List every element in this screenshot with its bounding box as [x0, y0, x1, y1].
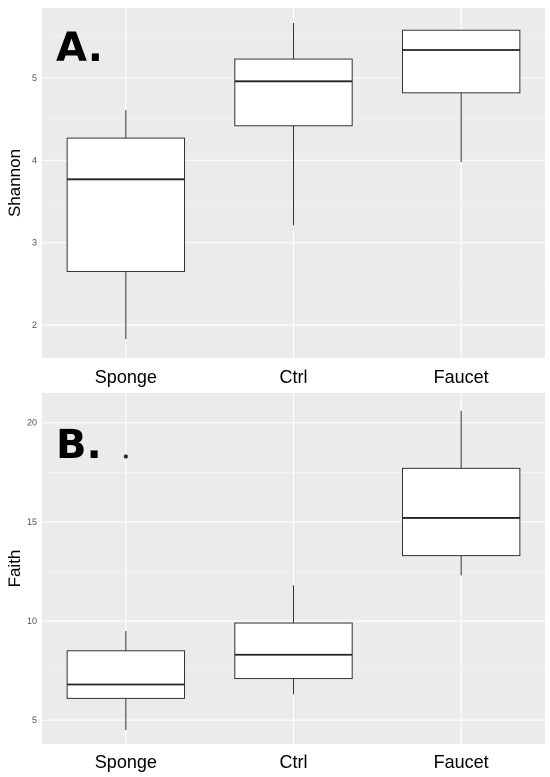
iqr-box — [66, 650, 186, 699]
x-tick-label: Sponge — [95, 752, 157, 772]
panel-label: A. — [56, 25, 103, 71]
box-sponge — [66, 454, 186, 731]
y-tick-label: 20 — [27, 418, 37, 428]
y-axis-title: Faith — [5, 550, 24, 588]
box-faucet — [401, 410, 521, 576]
y-tick-label: 5 — [32, 715, 37, 725]
x-tick-label: Sponge — [95, 367, 157, 387]
iqr-box — [401, 467, 521, 557]
x-tick-label: Faucet — [434, 752, 489, 772]
iqr-box — [401, 29, 521, 94]
box-sponge — [66, 110, 186, 340]
y-axis-title: Shannon — [5, 149, 24, 217]
x-tick-label: Faucet — [434, 367, 489, 387]
y-tick-label: 3 — [32, 238, 37, 248]
shannon-panel: 2 3 4 5 Sponge Ctrl Faucet Shannon A. — [5, 8, 545, 387]
y-tick-label: 2 — [32, 320, 37, 330]
box-ctrl — [234, 22, 353, 226]
y-tick-label: 4 — [32, 155, 37, 165]
iqr-box — [66, 137, 186, 273]
x-tick-label: Ctrl — [280, 367, 308, 387]
x-tick-label: Ctrl — [280, 752, 308, 772]
y-tick-label: 5 — [32, 73, 37, 83]
y-tick-label: 15 — [27, 517, 37, 527]
box-faucet — [401, 29, 521, 162]
outlier-point — [123, 454, 128, 459]
box-ctrl — [234, 585, 353, 695]
faith-panel: 5 10 15 20 Sponge Ctrl Faucet Faith B. — [5, 393, 545, 772]
panel-label: B. — [56, 422, 102, 468]
iqr-box — [234, 622, 353, 680]
y-tick-label: 10 — [27, 616, 37, 626]
iqr-box — [234, 58, 353, 127]
